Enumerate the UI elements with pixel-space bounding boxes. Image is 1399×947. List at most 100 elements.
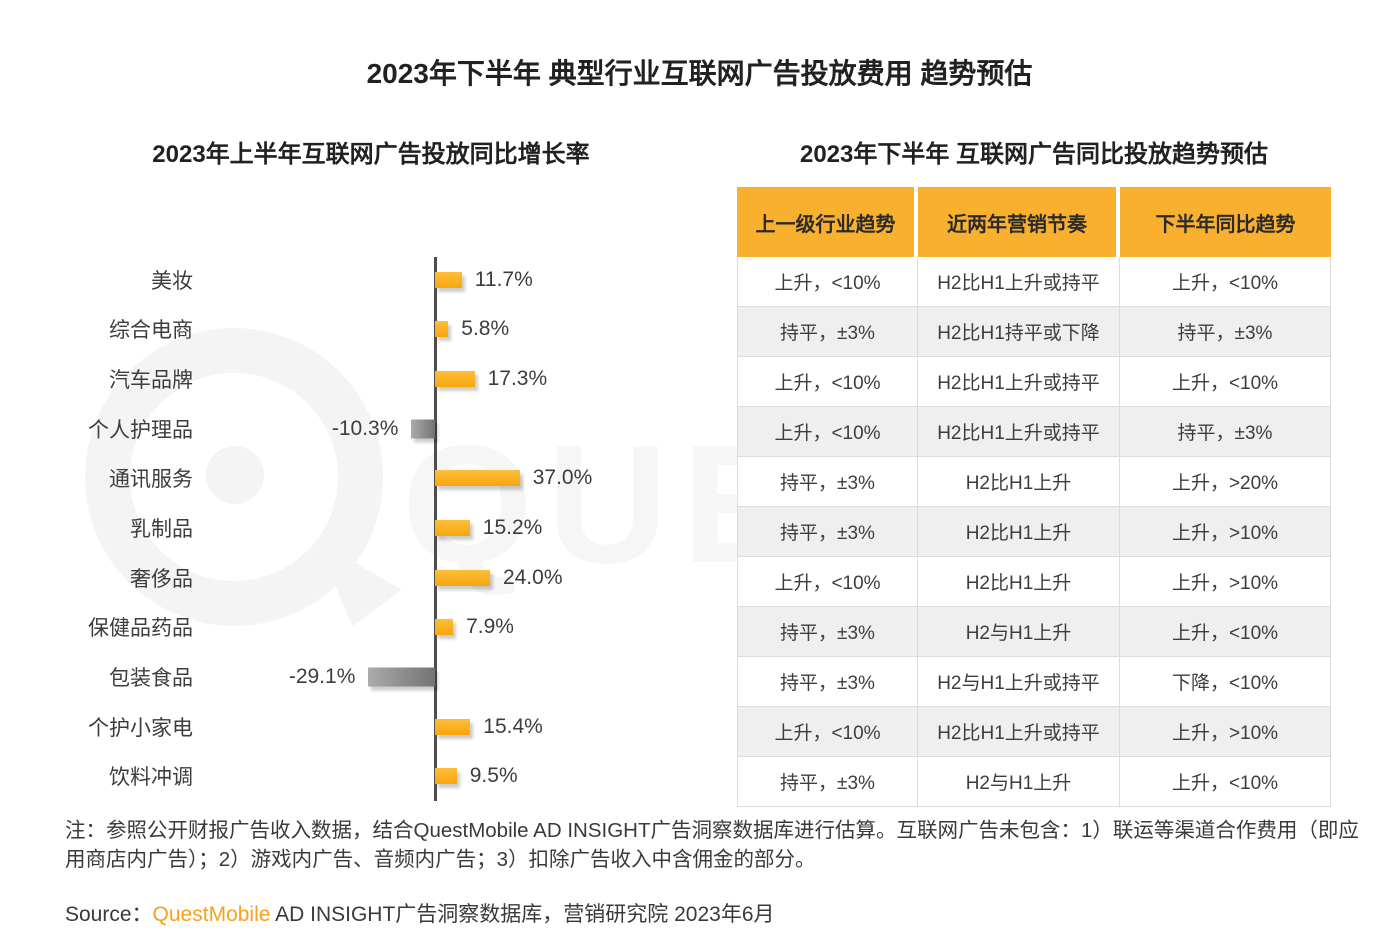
category-label: 个人护理品 [88,418,193,442]
table-cell: 上升，<10% [1120,257,1331,307]
bar-value-label: -10.3% [331,416,399,440]
table-cell: H2与H1上升 [918,757,1120,807]
table-cell: 持平，±3% [1120,307,1331,357]
bar-value-label: 17.3% [487,367,548,391]
bar-value-label: 11.7% [474,267,533,291]
table-cell: H2比H1上升或持平 [918,257,1120,307]
bar-value-label: 37.0% [532,466,593,490]
bar [435,470,520,487]
category-label: 保健品药品 [88,617,193,641]
questmobile-logo-watermark-dot-icon [206,446,264,504]
table-row: 上升，<10% H2比H1上升或持平 上升，>10% [738,707,1331,757]
table-header-cell: 近两年营销节奏 [918,187,1120,257]
table-cell: 上升，>10% [1120,507,1331,557]
table-row: 上升，<10% H2比H1上升或持平 持平，±3% [738,407,1331,457]
trend-forecast-table: 上一级行业趋势 近两年营销节奏 下半年同比趋势 上升，<10% H2比H1上升或… [737,187,1331,807]
bar-row: 奢侈品 24.0% [65,553,715,603]
table-row: 持平，±3% H2与H1上升 上升，<10% [738,607,1331,657]
table-row: 持平，±3% H2与H1上升或持平 下降，<10% [738,657,1331,707]
table-cell: 持平，±3% [738,657,918,707]
table-cell: H2比H1上升 [918,507,1120,557]
table-cell: H2比H1持平或下降 [918,307,1120,357]
table-cell: 持平，±3% [738,757,918,807]
table-cell: 持平，±3% [738,507,918,557]
bar [435,718,471,735]
table-cell: 上升，>10% [1120,557,1331,607]
category-label: 通讯服务 [109,468,193,492]
table-cell: 上升，<10% [1120,357,1331,407]
bar-chart-title: 2023年上半年互联网广告投放同比增长率 [152,141,590,168]
bar-row: 包装食品 -29.1% [65,652,715,702]
bar-row: 美妆 11.7% [65,255,715,305]
table-cell: 持平，±3% [738,607,918,657]
table-header-cell: 上一级行业趋势 [737,187,918,257]
bar-row: 乳制品 15.2% [65,503,715,553]
bar [435,520,470,537]
bar-value-label: -29.1% [288,664,356,688]
bar [435,371,475,388]
bar-row: 个人护理品 -10.3% [65,404,715,454]
table-row: 持平，±3% H2比H1上升 上升，>10% [738,507,1331,557]
table-cell: 下降，<10% [1120,657,1331,707]
category-label: 奢侈品 [130,567,193,591]
category-label: 综合电商 [109,319,193,343]
table-cell: H2比H1上升或持平 [918,357,1120,407]
bar [435,619,454,636]
table-cell: H2与H1上升 [918,607,1120,657]
bar-row: 通讯服务 37.0% [65,454,715,504]
source-prefix: Source： [65,903,153,926]
trend-table-title: 2023年下半年 互联网广告同比投放趋势预估 [799,141,1269,168]
table-header-row: 上一级行业趋势 近两年营销节奏 下半年同比趋势 [737,187,1331,257]
table-row: 持平，±3% H2比H1持平或下降 持平，±3% [738,307,1331,357]
category-label: 美妆 [151,269,193,293]
category-label: 乳制品 [130,518,193,542]
table-row: 持平，±3% H2比H1上升 上升，>20% [738,457,1331,507]
bar-row: 汽车品牌 17.3% [65,354,715,404]
bar [435,271,462,288]
table-cell: 上升，>10% [1120,707,1331,757]
category-label: 个护小家电 [88,716,193,740]
bar [411,419,435,439]
table-cell: H2比H1上升 [918,557,1120,607]
bar-value-label: 15.2% [482,516,543,540]
table-cell: 上升，<10% [738,557,918,607]
table-header-cell: 下半年同比趋势 [1120,187,1331,257]
category-label: 包装食品 [109,666,193,690]
bar-value-label: 7.9% [466,615,514,639]
table-cell: 上升，<10% [738,257,918,307]
yoy-growth-bar-chart: 美妆 11.7% 综合电商 5.8% 汽车品牌 17.3% 个人护理品 -10.… [65,255,715,801]
table-row: 持平，±3% H2与H1上升 上升，<10% [738,757,1331,807]
table-cell: H2与H1上升或持平 [918,657,1120,707]
bar-row: 个护小家电 15.4% [65,702,715,752]
table-cell: H2比H1上升 [918,457,1120,507]
footnote: 注：参照公开财报广告收入数据，结合QuestMobile AD INSIGHT广… [65,819,1359,871]
bar [435,321,449,338]
table-cell: 上升，<10% [1120,607,1331,657]
table-row: 上升，<10% H2比H1上升或持平 上升，<10% [738,257,1331,307]
bar [435,569,490,586]
source-brand: QuestMobile [152,903,271,926]
table-row: 上升，<10% H2比H1上升 上升，>10% [738,557,1331,607]
source-line: Source：QuestMobile AD INSIGHT广告洞察数据库，营销研… [65,898,775,928]
bar-row: 饮料冲调 9.5% [65,751,715,801]
table-cell: 持平，±3% [1120,407,1331,457]
bar [435,768,457,785]
bar-value-label: 9.5% [469,764,518,788]
bar-row: 综合电商 5.8% [65,305,715,355]
table-cell: 上升，<10% [738,407,918,457]
source-suffix: AD INSIGHT广告洞察数据库，营销研究院 2023年6月 [270,903,775,926]
table-row: 上升，<10% H2比H1上升或持平 上升，<10% [738,357,1331,407]
bar-row: 保健品药品 7.9% [65,602,715,652]
table-cell: 上升，>20% [1120,457,1331,507]
bar-value-label: 15.4% [483,714,543,738]
table-body: 上升，<10% H2比H1上升或持平 上升，<10% 持平，±3% H2比H1持… [737,257,1331,807]
table-cell: 上升，<10% [738,357,918,407]
table-cell: 持平，±3% [738,307,918,357]
bar [368,667,435,687]
table-cell: H2比H1上升或持平 [918,707,1120,757]
table-cell: 上升，<10% [1120,757,1331,807]
table-cell: H2比H1上升或持平 [918,407,1120,457]
page-title: 2023年下半年 典型行业互联网广告投放费用 趋势预估 [366,58,1033,89]
table-cell: 上升，<10% [738,707,918,757]
bar-chart-rows: 美妆 11.7% 综合电商 5.8% 汽车品牌 17.3% 个人护理品 -10.… [65,255,715,801]
